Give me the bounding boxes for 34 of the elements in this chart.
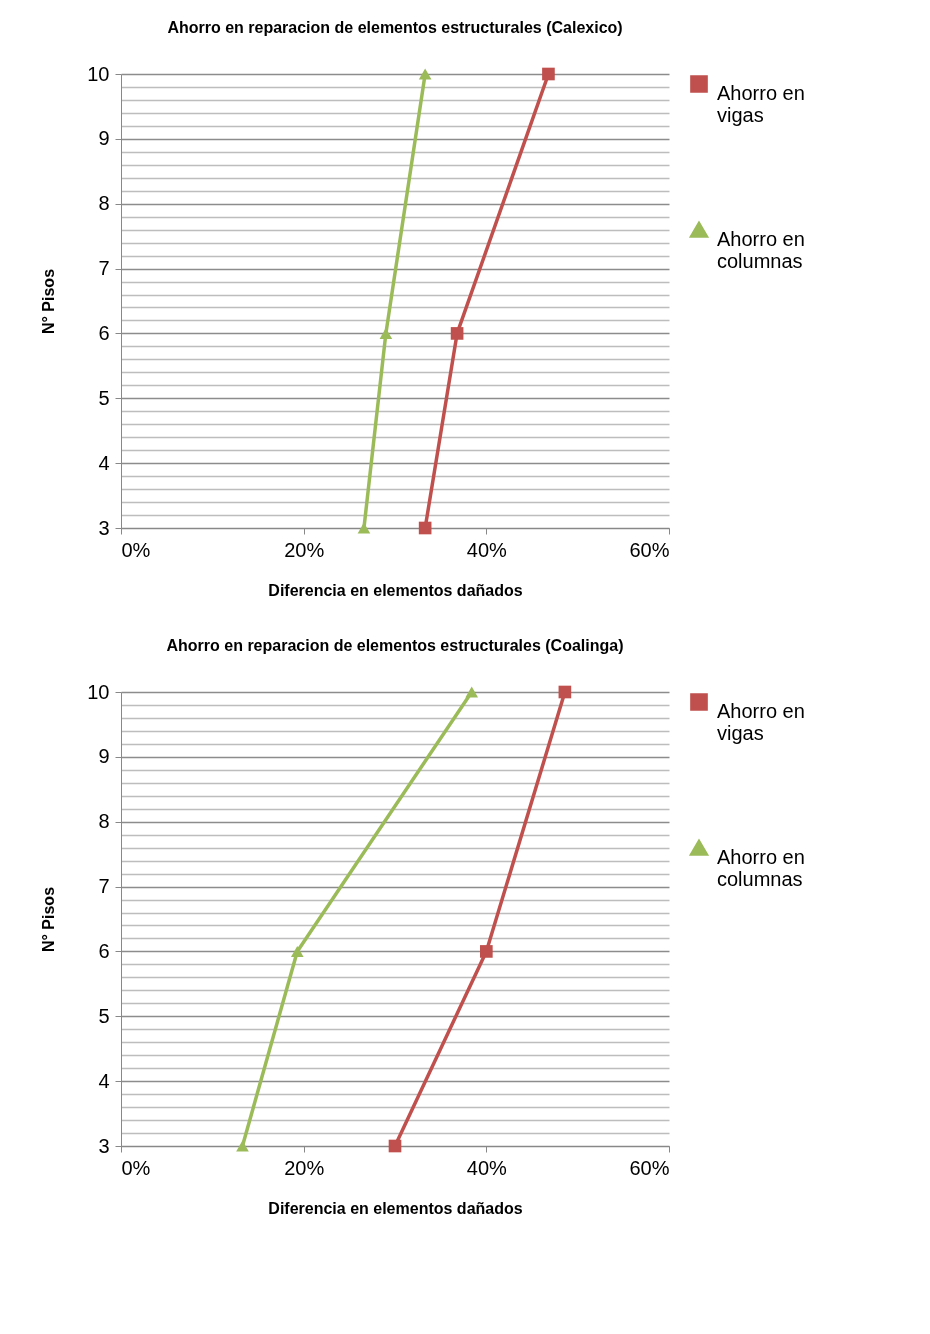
y-tick-label: 10 (87, 62, 110, 85)
y-tick-label: 7 (98, 875, 110, 898)
chart-title: Ahorro en reparacion de elementos estructurales (Calexico) (167, 19, 623, 36)
y-axis-title: N° Pisos (40, 268, 58, 335)
y-tick-label: 9 (98, 127, 110, 150)
x-tick-label: 40% (466, 1156, 508, 1179)
y-tick-label: 3 (98, 1134, 110, 1157)
legend-label: Ahorro en columnas (717, 228, 805, 272)
x-tick-label: 20% (284, 1156, 325, 1179)
chart-title: Ahorro en reparacion de elementos estructurales (Coalinga) (166, 637, 624, 654)
x-tick-label: 0% (121, 538, 151, 561)
y-tick-label: 3 (98, 516, 110, 539)
y-tick-label: 6 (98, 321, 110, 344)
legend-label: Ahorro en vigas (717, 82, 805, 126)
x-tick-label: 0% (121, 1156, 151, 1179)
y-tick-label: 5 (98, 1004, 110, 1027)
x-tick-label: 20% (284, 538, 325, 561)
y-tick-label: 5 (98, 386, 110, 409)
x-axis-title: Diferencia en elementos dañados (268, 581, 523, 599)
x-axis-title: Diferencia en elementos dañados (268, 1199, 523, 1217)
legend-label: Ahorro en vigas (717, 700, 805, 744)
x-tick-label: 40% (466, 538, 508, 561)
y-tick-label: 8 (98, 192, 110, 215)
y-axis-title: N° Pisos (40, 886, 58, 953)
y-tick-label: 7 (98, 257, 110, 280)
x-tick-label: 60% (629, 538, 670, 561)
y-tick-label: 4 (98, 451, 110, 474)
y-tick-label: 8 (98, 810, 110, 833)
y-tick-label: 10 (87, 680, 110, 703)
y-tick-label: 6 (98, 939, 110, 962)
y-tick-label: 4 (98, 1069, 110, 1092)
y-tick-label: 9 (98, 745, 110, 768)
x-tick-label: 60% (629, 1156, 670, 1179)
legend-label: Ahorro en columnas (717, 846, 805, 890)
